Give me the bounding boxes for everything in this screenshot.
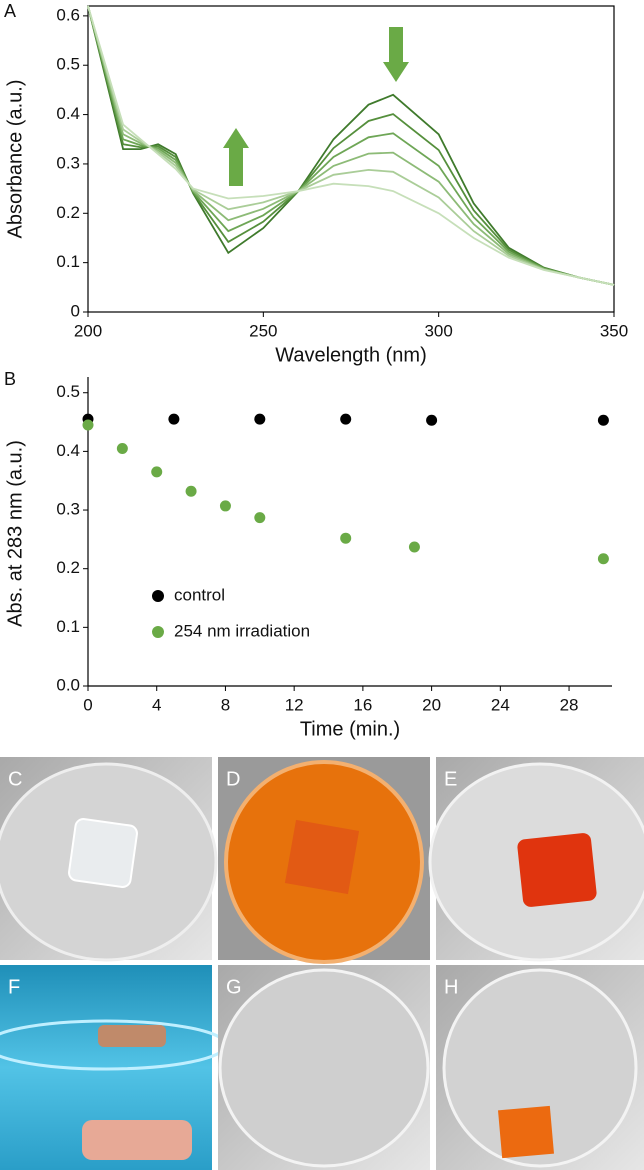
- data-point: [82, 419, 94, 431]
- spectrum-line: [87, 5, 615, 286]
- data-point: [185, 485, 197, 497]
- spectrum-line: [87, 5, 615, 286]
- y-tick-label: 0: [71, 301, 80, 320]
- y-tick-label: 0.1: [56, 252, 80, 271]
- photo-c: [0, 757, 218, 962]
- data-point: [151, 466, 163, 478]
- y-tick-label: 0.6: [56, 5, 80, 24]
- panel-label: C: [8, 768, 22, 790]
- data-point: [168, 413, 180, 425]
- spectrum-line: [87, 5, 615, 286]
- legend-marker: [152, 590, 164, 602]
- legend-label: 254 nm irradiation: [174, 621, 310, 640]
- panel-label: D: [226, 768, 240, 790]
- y-tick-label: 0.0: [56, 675, 80, 694]
- photo-g: [218, 965, 430, 1170]
- y-tick-label: 0.4: [56, 441, 80, 460]
- y-tick-label: 0.1: [56, 617, 80, 636]
- photo-e: [428, 757, 644, 962]
- x-tick-label: 350: [600, 321, 628, 340]
- photo-f: [0, 965, 228, 1170]
- data-point: [340, 413, 352, 425]
- x-tick-label: 0: [83, 695, 92, 714]
- data-point: [219, 500, 231, 512]
- y-tick-label: 0.2: [56, 558, 80, 577]
- spectrum-line: [87, 5, 615, 286]
- y-tick-label: 0.3: [56, 500, 80, 519]
- x-tick-label: 8: [221, 695, 230, 714]
- data-point: [254, 512, 266, 524]
- y-tick-label: 0.3: [56, 153, 80, 172]
- panel-label: E: [444, 768, 457, 790]
- photo-d: [218, 757, 430, 964]
- x-tick-label: 12: [285, 695, 304, 714]
- panel-label: H: [444, 976, 458, 998]
- x-axis-label: Time (min.): [300, 718, 400, 740]
- legend-marker: [152, 626, 164, 638]
- spectrum-line: [87, 5, 615, 286]
- data-point: [408, 541, 420, 553]
- panel-label: F: [8, 976, 20, 998]
- arrow-down: [383, 27, 409, 82]
- x-tick-label: 16: [353, 695, 372, 714]
- data-point: [340, 532, 352, 544]
- panel-label: B: [4, 369, 16, 389]
- legend-label: control: [174, 585, 225, 604]
- x-tick-label: 20: [422, 695, 441, 714]
- x-tick-label: 4: [152, 695, 161, 714]
- x-tick-label: 24: [491, 695, 510, 714]
- data-point: [426, 414, 438, 426]
- y-tick-label: 0.4: [56, 104, 80, 123]
- panel-label: G: [226, 976, 242, 998]
- x-tick-label: 28: [560, 695, 579, 714]
- x-tick-label: 250: [249, 321, 277, 340]
- data-point: [597, 414, 609, 426]
- arrow-up: [223, 128, 249, 186]
- y-axis-label: Absorbance (a.u.): [4, 80, 26, 239]
- data-point: [116, 442, 128, 454]
- y-tick-label: 0.5: [56, 55, 80, 74]
- y-tick-label: 0.2: [56, 203, 80, 222]
- y-axis-label: Abs. at 283 nm (a.u.): [4, 440, 26, 627]
- x-tick-label: 200: [74, 321, 102, 340]
- photo-h: [436, 965, 644, 1170]
- data-point: [254, 413, 266, 425]
- y-tick-label: 0.5: [56, 382, 80, 401]
- plot-frame: [87, 5, 615, 313]
- spectrum-line: [87, 5, 615, 286]
- panel-label: A: [4, 1, 16, 21]
- data-point: [597, 553, 609, 565]
- x-axis-label: Wavelength (nm): [275, 344, 427, 366]
- x-tick-label: 300: [424, 321, 452, 340]
